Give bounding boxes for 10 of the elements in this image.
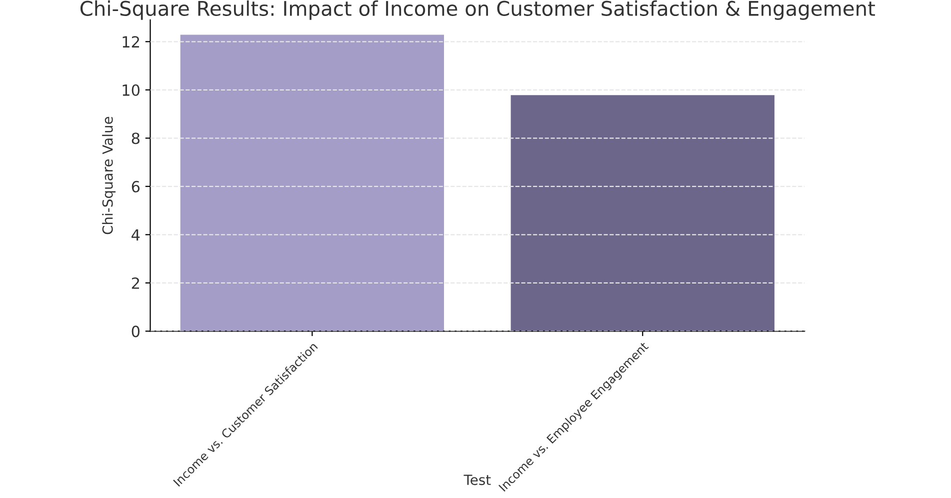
x-axis-title: Test — [464, 474, 491, 486]
y-tick-label: 0 — [132, 326, 140, 338]
y-tick-label: 8 — [132, 132, 140, 144]
y-tick-label: 2 — [132, 277, 140, 289]
y-tick-label: 10 — [122, 84, 140, 96]
y-tick-label: 12 — [122, 36, 140, 48]
y-axis-title: Chi-Square Value — [102, 116, 116, 234]
y-tick-label: 4 — [132, 229, 140, 240]
chart-title: Chi-Square Results: Impact of Income on Customer Satisfaction & Engagement — [80, 0, 875, 20]
y-tick-label: 6 — [132, 180, 140, 192]
